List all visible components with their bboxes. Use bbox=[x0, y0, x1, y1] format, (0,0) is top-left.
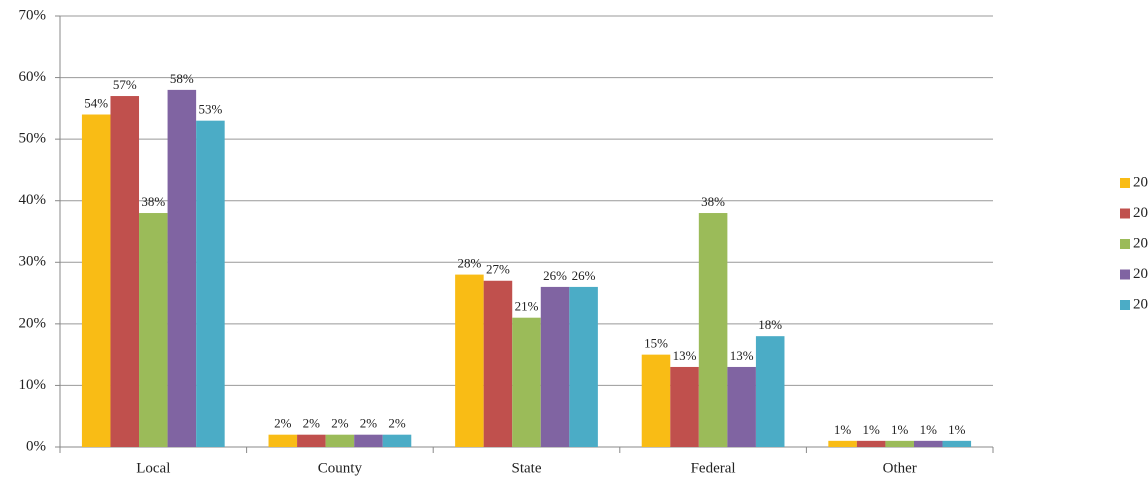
value-label: 2% bbox=[360, 416, 378, 431]
legend-swatch bbox=[1120, 300, 1130, 310]
value-label: 2% bbox=[274, 416, 292, 431]
bar bbox=[641, 354, 671, 447]
x-tick-label: County bbox=[318, 460, 363, 476]
y-tick-label: 60% bbox=[19, 69, 47, 85]
legend-label: 2014 bbox=[1133, 266, 1148, 282]
bar bbox=[727, 366, 756, 447]
value-label: 54% bbox=[84, 95, 108, 110]
bar bbox=[81, 114, 111, 447]
y-tick-label: 10% bbox=[19, 377, 47, 393]
x-tick-label: State bbox=[512, 460, 542, 476]
value-label: 38% bbox=[701, 194, 725, 209]
bar bbox=[856, 440, 886, 447]
value-label: 18% bbox=[758, 317, 782, 332]
y-tick-label: 20% bbox=[19, 315, 47, 331]
legend-swatch bbox=[1120, 208, 1130, 219]
bar bbox=[698, 213, 728, 447]
y-tick-label: 30% bbox=[19, 254, 47, 270]
value-label: 15% bbox=[644, 336, 668, 351]
legend-label: 2013 bbox=[1133, 296, 1148, 312]
value-label: 27% bbox=[486, 262, 510, 277]
x-tick-label: Federal bbox=[691, 460, 736, 476]
value-label: 1% bbox=[862, 422, 880, 437]
value-label: 1% bbox=[948, 422, 966, 437]
value-label: 57% bbox=[113, 77, 137, 92]
x-tick-label: Other bbox=[883, 460, 917, 476]
value-label: 58% bbox=[170, 71, 194, 86]
bar bbox=[942, 440, 972, 447]
bar bbox=[828, 440, 857, 447]
bar bbox=[913, 440, 943, 447]
bar bbox=[540, 286, 570, 447]
bar bbox=[483, 280, 513, 447]
bar bbox=[325, 434, 355, 447]
y-tick-label: 50% bbox=[19, 131, 47, 147]
value-label: 1% bbox=[834, 422, 852, 437]
bar bbox=[354, 434, 383, 447]
value-label: 1% bbox=[920, 422, 938, 437]
legend-swatch bbox=[1120, 178, 1130, 188]
value-label: 21% bbox=[515, 299, 539, 314]
legend-label: 2017 bbox=[1133, 174, 1148, 190]
bar bbox=[110, 96, 140, 448]
value-label: 1% bbox=[891, 422, 909, 437]
legend-swatch bbox=[1120, 239, 1130, 249]
legend-label: 2015 bbox=[1133, 235, 1148, 251]
bar bbox=[455, 274, 484, 447]
bar bbox=[297, 434, 326, 447]
value-label: 13% bbox=[730, 348, 754, 363]
bar bbox=[139, 213, 168, 447]
y-tick-label: 70% bbox=[19, 7, 47, 23]
value-label: 26% bbox=[572, 268, 596, 283]
bar bbox=[755, 336, 785, 447]
bar bbox=[569, 286, 598, 447]
bar bbox=[885, 440, 914, 447]
bar bbox=[167, 89, 197, 447]
value-label: 26% bbox=[543, 268, 567, 283]
bar bbox=[512, 317, 541, 447]
x-tick-label: Local bbox=[136, 460, 170, 476]
value-label: 2% bbox=[331, 416, 349, 431]
value-label: 13% bbox=[673, 348, 697, 363]
bar bbox=[670, 366, 699, 447]
legend-label: 2016 bbox=[1133, 205, 1148, 221]
y-tick-label: 0% bbox=[26, 438, 46, 454]
bar bbox=[268, 434, 298, 447]
legend-swatch bbox=[1120, 269, 1130, 280]
value-label: 38% bbox=[141, 194, 165, 209]
value-label: 53% bbox=[198, 102, 222, 117]
value-label: 2% bbox=[388, 416, 406, 431]
bar bbox=[382, 434, 412, 447]
bar bbox=[196, 120, 225, 448]
value-label: 28% bbox=[457, 256, 481, 271]
value-label: 2% bbox=[303, 416, 321, 431]
y-tick-label: 40% bbox=[19, 192, 47, 208]
